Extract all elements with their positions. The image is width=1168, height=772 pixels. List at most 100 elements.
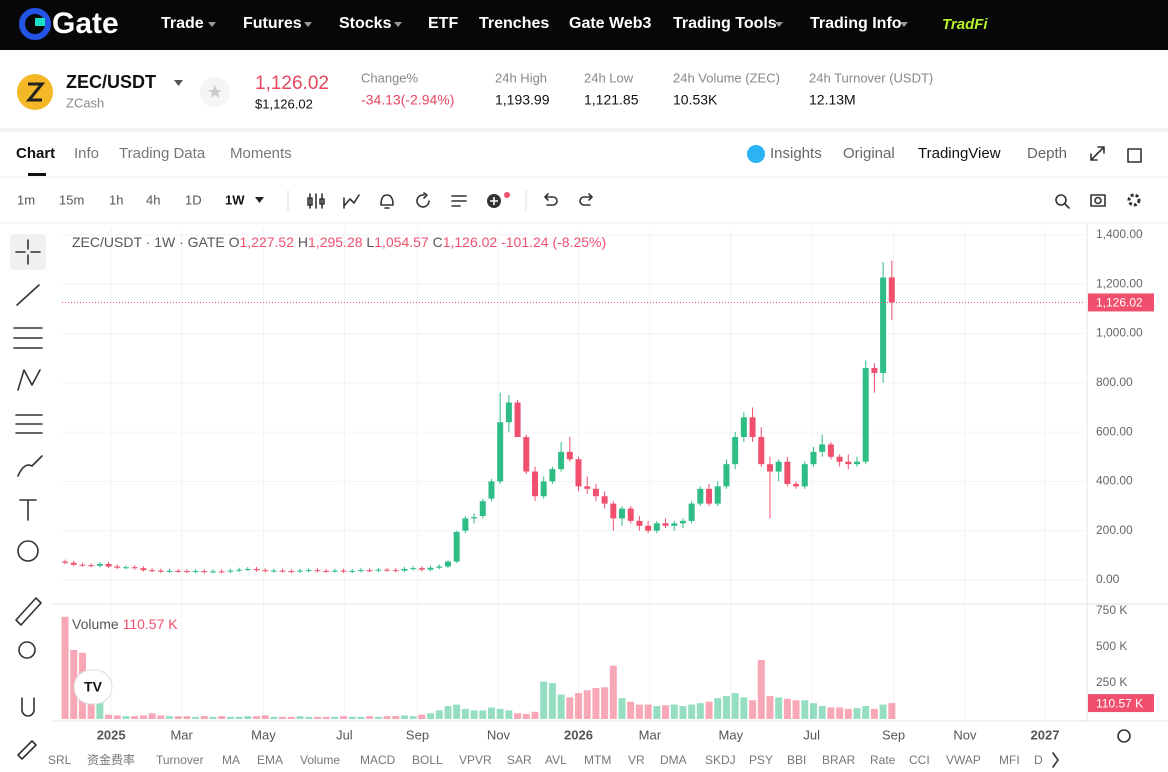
volume-bar: [557, 694, 565, 719]
scroll-right[interactable]: [1052, 752, 1059, 768]
template-icon[interactable]: [451, 195, 467, 207]
nav-item[interactable]: Stocks: [339, 15, 392, 32]
fib-icon[interactable]: [13, 327, 43, 349]
indicator[interactable]: 资金费率: [87, 752, 135, 767]
lock-icon[interactable]: [17, 740, 37, 760]
indicator[interactable]: Turnover: [156, 753, 204, 767]
volume-bar: [235, 716, 243, 719]
logo-icon: [19, 8, 51, 40]
volume-bar: [566, 697, 574, 719]
undo-icon[interactable]: [544, 193, 558, 206]
candle-body: [96, 564, 103, 566]
interval[interactable]: 1W: [225, 192, 245, 207]
text-tool-icon[interactable]: [19, 499, 37, 521]
nav-item[interactable]: Trading Info: [810, 15, 902, 32]
logo-text[interactable]: Gate: [52, 7, 119, 40]
indicator[interactable]: SAR: [507, 753, 532, 767]
candle-body: [244, 568, 251, 570]
nav-item[interactable]: Trenches: [479, 15, 549, 32]
last-price: 1,126.02: [255, 73, 329, 94]
logo-icon-mark: [35, 18, 45, 26]
brush-icon[interactable]: [17, 455, 43, 477]
candle-body: [62, 561, 69, 563]
alert-icon[interactable]: [380, 194, 394, 209]
indicator[interactable]: VPVR: [459, 753, 492, 767]
volume-bar: [531, 711, 539, 719]
search-icon[interactable]: [1055, 194, 1067, 206]
indicator[interactable]: CCI: [909, 753, 930, 767]
view-option[interactable]: Insights: [770, 145, 822, 162]
tab[interactable]: Trading Data: [119, 145, 206, 162]
projection-icon[interactable]: [15, 414, 43, 434]
y-tick-label: 800.00: [1096, 375, 1133, 389]
candle-body: [549, 469, 556, 482]
interval[interactable]: 1m: [17, 192, 35, 207]
magnet-icon[interactable]: [21, 697, 35, 717]
indicator[interactable]: D: [1034, 753, 1043, 767]
nav-item[interactable]: Trading Tools: [673, 15, 777, 32]
interval-caret[interactable]: [255, 197, 264, 203]
indicator[interactable]: DMA: [660, 753, 687, 767]
fullscreen-icon[interactable]: [1090, 146, 1105, 161]
indicator[interactable]: MFI: [999, 753, 1020, 767]
view-option[interactable]: Depth: [1027, 145, 1067, 162]
crosshair-button[interactable]: [10, 234, 46, 270]
volume-bar: [305, 716, 313, 719]
y-tick-label: 0.00: [1096, 572, 1120, 586]
interval[interactable]: 4h: [146, 192, 160, 207]
indicator[interactable]: BBI: [787, 753, 806, 767]
indicator[interactable]: MACD: [360, 753, 396, 767]
indicator[interactable]: AVL: [545, 753, 567, 767]
indicator[interactable]: SRL: [48, 753, 72, 767]
nav-item[interactable]: Futures: [243, 15, 302, 32]
indicator[interactable]: BRAR: [822, 753, 856, 767]
trendline-icon[interactable]: [16, 284, 40, 306]
indicator[interactable]: Rate: [870, 753, 896, 767]
ruler-icon[interactable]: [15, 597, 42, 626]
indicator[interactable]: VR: [628, 753, 645, 767]
pattern-icon[interactable]: [17, 369, 41, 391]
nav-item[interactable]: ETF: [428, 15, 458, 32]
redo-icon[interactable]: [579, 193, 593, 206]
indicator[interactable]: EMA: [257, 753, 283, 767]
tab[interactable]: Chart: [16, 145, 55, 162]
pair-caret[interactable]: [174, 80, 183, 86]
indicator[interactable]: PSY: [749, 753, 773, 767]
volume-bar: [96, 700, 104, 719]
interval[interactable]: 1D: [185, 192, 202, 207]
indicator[interactable]: MTM: [584, 753, 611, 767]
indicator[interactable]: MA: [222, 753, 240, 767]
volume-tick-label: 500 K: [1096, 639, 1127, 653]
interval[interactable]: 1h: [109, 192, 123, 207]
indicator[interactable]: VWAP: [946, 753, 981, 767]
volume-bar: [705, 701, 713, 719]
candle-type-icon[interactable]: [307, 193, 325, 209]
volume-bar: [165, 716, 173, 719]
ohlc-value: 1,295.28: [308, 234, 363, 250]
zoom-icon[interactable]: [18, 641, 36, 659]
tab[interactable]: Info: [74, 145, 99, 162]
emoji-icon[interactable]: [17, 540, 39, 562]
candle-body: [880, 277, 887, 373]
volume-bar: [722, 695, 730, 719]
indicator[interactable]: SKDJ: [705, 753, 736, 767]
settings-icon[interactable]: [1127, 193, 1141, 207]
indicator-icon[interactable]: [343, 194, 360, 209]
window-icon[interactable]: [1127, 148, 1142, 163]
view-option[interactable]: TradingView: [918, 145, 1001, 162]
tradfi-link[interactable]: TradFi: [942, 16, 988, 33]
candle-body: [270, 570, 277, 572]
pair[interactable]: ZEC/USDT: [66, 72, 156, 92]
view-option[interactable]: Original: [843, 145, 895, 162]
nav-item[interactable]: Gate Web3: [569, 15, 652, 32]
indicator[interactable]: BOLL: [412, 753, 443, 767]
volume-bar: [366, 716, 374, 719]
nav-item[interactable]: Trade: [161, 15, 204, 32]
time-settings-icon[interactable]: [1117, 729, 1131, 743]
replay-icon[interactable]: [416, 192, 430, 208]
tab[interactable]: Moments: [230, 145, 292, 162]
indicator[interactable]: Volume: [300, 753, 340, 767]
camera-icon[interactable]: [1090, 194, 1106, 207]
interval[interactable]: 15m: [59, 192, 84, 207]
candle-body: [627, 508, 634, 521]
